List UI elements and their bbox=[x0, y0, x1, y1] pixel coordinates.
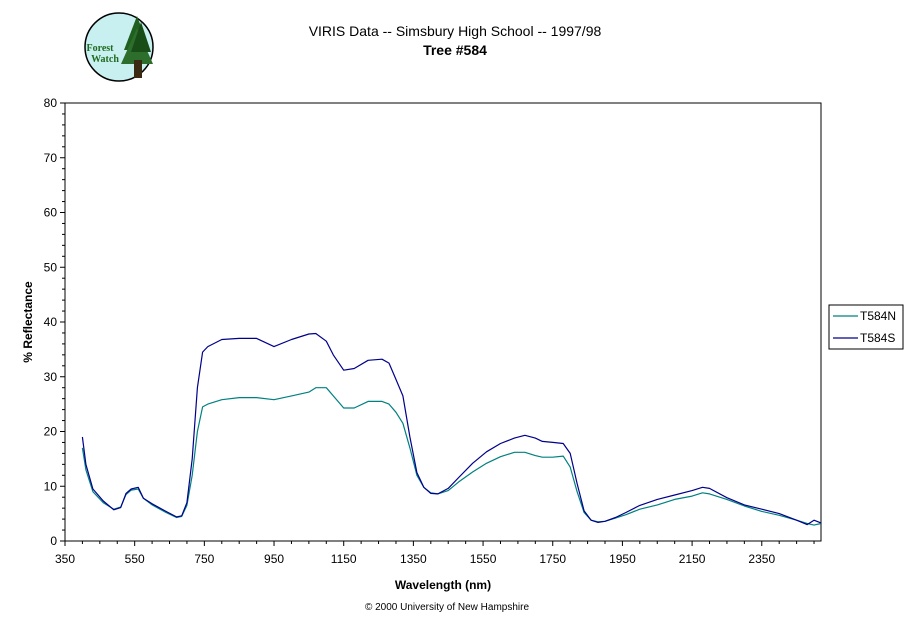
y-tick-label: 70 bbox=[44, 151, 58, 165]
y-tick-label: 40 bbox=[44, 315, 58, 329]
y-tick-label: 20 bbox=[44, 425, 58, 439]
y-axis-label: % Reflectance bbox=[21, 281, 35, 363]
tree-icon bbox=[121, 16, 153, 78]
chart-subtitle: Tree #584 bbox=[423, 42, 487, 58]
series-line-t584s bbox=[81, 332, 822, 526]
y-tick-label: 80 bbox=[44, 96, 58, 110]
y-tick-label: 60 bbox=[44, 206, 58, 220]
plot-area bbox=[64, 102, 822, 542]
y-tick-label: 10 bbox=[44, 479, 58, 493]
forest-watch-logo: Forest Watch bbox=[84, 12, 154, 82]
x-tick-label: 950 bbox=[264, 552, 284, 566]
x-tick-label: 750 bbox=[194, 552, 214, 566]
x-tick-label: 1350 bbox=[400, 552, 427, 566]
x-axis-label: Wavelength (nm) bbox=[395, 578, 491, 592]
copyright-text: © 2000 University of New Hampshire bbox=[365, 602, 530, 613]
x-tick-label: 2350 bbox=[748, 552, 775, 566]
y-tick-label: 50 bbox=[44, 260, 58, 274]
y-tick-label: 30 bbox=[44, 370, 58, 384]
x-tick-label: 1750 bbox=[539, 552, 566, 566]
x-axis: 350 550 750 950 1150 1350 1550 1750 1950 2150 2350 bbox=[55, 541, 815, 566]
x-tick-label: 350 bbox=[55, 552, 75, 566]
legend-label-t584s: T584S bbox=[860, 331, 895, 345]
logo-text-line2: Watch bbox=[91, 54, 119, 65]
legend-label-t584n: T584N bbox=[860, 309, 896, 323]
logo-text-line1: Forest bbox=[86, 43, 114, 54]
x-tick-label: 1550 bbox=[470, 552, 497, 566]
x-tick-label: 1950 bbox=[609, 552, 636, 566]
legend-box bbox=[828, 304, 904, 350]
chart-title: VIRIS Data -- Simsbury High School -- 19… bbox=[309, 23, 602, 39]
x-tick-label: 550 bbox=[125, 552, 145, 566]
series-layer bbox=[81, 332, 822, 526]
x-tick-label: 2150 bbox=[679, 552, 706, 566]
x-tick-label: 1150 bbox=[331, 552, 357, 566]
legend: T584N T584S bbox=[828, 304, 904, 350]
y-axis: 0 10 20 30 40 50 60 70 80 bbox=[44, 96, 65, 548]
y-tick-label: 0 bbox=[50, 534, 57, 548]
